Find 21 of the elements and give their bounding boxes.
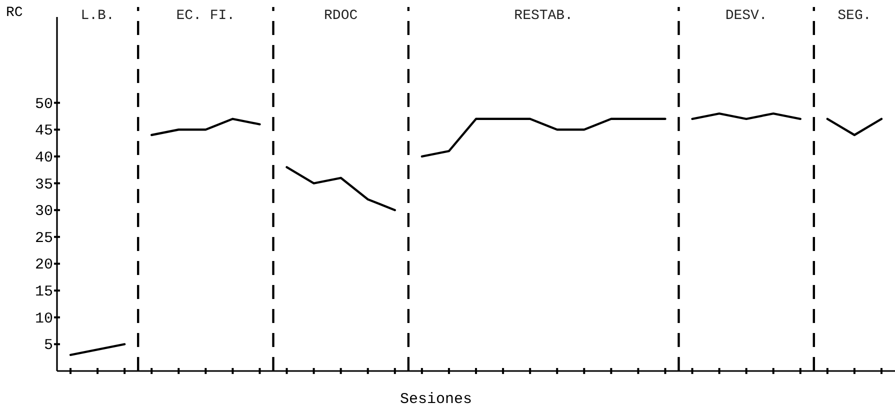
- annotation: L.B.: [80, 8, 114, 24]
- y-tick-label: 20: [34, 256, 53, 274]
- y-tick-label: 5: [44, 337, 53, 354]
- annotation: DESV.: [725, 8, 768, 24]
- x-axis-title: Sesiones: [400, 391, 472, 408]
- annotation: EC. FI.: [176, 8, 236, 24]
- y-tick-label: 15: [34, 284, 53, 301]
- y-tick-label: 50: [34, 96, 53, 113]
- y-tick-label: 45: [34, 122, 53, 140]
- y-tick-label: 25: [34, 230, 53, 247]
- y-tick-label: 40: [34, 149, 53, 166]
- annotation: RESTAB.: [514, 8, 573, 24]
- annotation: RDOC: [324, 8, 358, 24]
- line-series: [286, 166, 396, 212]
- y-tick-label: 30: [34, 203, 53, 220]
- y-tick-label: 10: [34, 310, 53, 328]
- line-series: [150, 118, 261, 136]
- y-tick-label: 35: [34, 176, 53, 194]
- annotation: SEG.: [838, 8, 872, 24]
- y-axis-title: RC: [6, 5, 23, 21]
- line-series: [420, 118, 666, 158]
